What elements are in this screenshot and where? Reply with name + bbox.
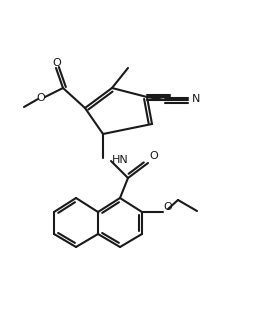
Text: O: O [150, 151, 158, 161]
Text: O: O [53, 58, 61, 68]
Text: HN: HN [112, 155, 129, 165]
Text: N: N [192, 94, 200, 104]
Text: O: O [37, 93, 45, 103]
Text: O: O [163, 202, 172, 212]
